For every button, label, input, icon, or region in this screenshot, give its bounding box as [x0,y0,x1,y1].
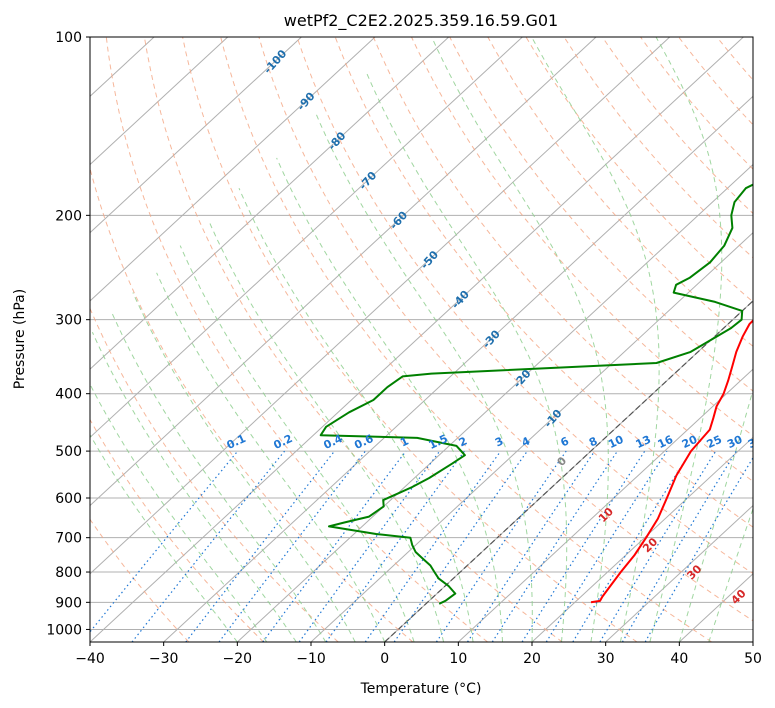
y-tick-label: 600 [55,491,82,507]
mixing-ratio-line [621,450,737,642]
dewpoint-profile-line [319,183,753,605]
y-tick-label: 200 [55,208,82,224]
dry-adiabat-line [182,37,638,642]
mixing-ratio-line [545,450,668,642]
temperature-profile-line [590,319,753,604]
mixing-ratio-label: 13 [634,433,653,451]
y-tick-label: 400 [55,387,82,403]
isotherm-line [90,37,376,302]
mixing-ratio-line [325,450,465,642]
x-tick-label: 30 [597,651,615,667]
moist-adiabat-line [276,157,503,642]
mixing-ratio-line [90,450,239,633]
moist-adiabat-line [431,37,609,642]
x-tick-label: 50 [744,651,762,667]
mixing-ratio-label: 30 [725,433,745,451]
mixing-ratio-line [599,450,717,642]
isotherm-line [605,504,753,642]
moist-adiabat-line [90,383,268,642]
dry-adiabat-line [372,37,753,482]
mixing-ratio-line [521,450,646,642]
dry-adiabat-line [143,37,563,642]
y-tick-label: 100 [55,30,82,46]
moist-adiabat-line [238,187,474,642]
dry-adiabat-line [411,37,753,437]
mixing-ratio-line [131,450,286,642]
x-axis-title: Temperature (°C) [360,681,482,697]
y-tick-label: 700 [55,531,82,547]
dry-adiabat-line [334,37,753,528]
mixing-ratio-label: 36 [746,433,766,451]
dry-adiabat-line [258,37,753,622]
mixing-ratio-line [491,450,618,642]
x-tick-label: −30 [149,651,179,667]
isotherm-line [90,37,450,370]
moist-adiabat-line [156,272,386,642]
isotherm-line [90,37,597,507]
mixing-ratio-label: 10 [606,433,626,451]
mixing-ratio-line [572,450,692,642]
mixing-ratio-label: 20 [680,433,700,451]
x-axis: −40 −30 −20 −10 0 10 20 30 40 50 [75,642,762,667]
mixing-ratio-line [644,456,753,642]
x-tick-label: −20 [223,651,253,667]
dry-adiabat-line [487,37,753,347]
dry-adiabat-line [90,418,264,642]
moist-adiabat-line [208,221,445,642]
x-tick-label: 20 [523,651,541,667]
dry-adiabat-line [105,37,488,642]
isotherm-line [90,37,671,575]
moist-adiabat-line [366,72,568,642]
x-tick-label: −10 [296,651,326,667]
grid-layer [90,37,753,642]
dry-adiabat-line [90,166,414,642]
y-tick-label: 1000 [46,622,82,638]
x-tick-label: 0 [380,651,389,667]
dry-adiabat-line [90,518,190,642]
x-tick-label: 40 [670,651,688,667]
isotherm-line [90,37,523,439]
dry-adiabat-line [220,37,712,642]
mixing-ratio-line [262,450,407,642]
isotherm-line [90,37,744,642]
chart-title: wetPf2_C2E2.2025.359.16.59.G01 [284,11,558,31]
x-tick-label: 10 [449,651,467,667]
isotherm-line [90,37,302,234]
moist-adiabat-line [132,292,356,642]
mixing-ratio-layer [90,450,753,642]
mixing-ratio-line [364,450,502,642]
moist-adiabat-line [531,37,660,642]
mixing-ratio-line [393,450,528,642]
plot-frame [89,36,754,643]
isotherm-line [90,37,229,166]
isotherm-line [457,368,753,642]
moist-adiabat-line [315,114,533,642]
dry-adiabat-line [449,37,753,392]
x-tick-label: −40 [75,651,105,667]
isotherm-line [236,163,753,642]
dry-adiabat-line [296,37,753,575]
moist-adiabat-line [110,310,327,642]
moist-adiabat-line [91,331,297,642]
isotherm-line [163,95,753,642]
adiabat-layer [90,37,753,642]
y-tick-label: 300 [55,313,82,329]
mixing-ratio-label: 25 [705,433,724,451]
y-tick-label: 500 [55,444,82,460]
isotherm-line [531,436,753,642]
y-tick-label: 800 [55,565,82,581]
moist-adiabat-line [90,433,238,642]
mixing-ratio-line [298,450,441,642]
mixing-ratio-label: 16 [656,433,676,451]
series-layer [319,183,753,605]
dry-adiabat-line [525,37,753,303]
y-axis: 100 200 300 400 500 600 700 800 900 1000 [46,30,90,638]
y-tick-label: 900 [55,595,82,611]
y-axis-title: Pressure (hPa) [12,289,28,389]
moist-adiabat-line [179,245,415,642]
